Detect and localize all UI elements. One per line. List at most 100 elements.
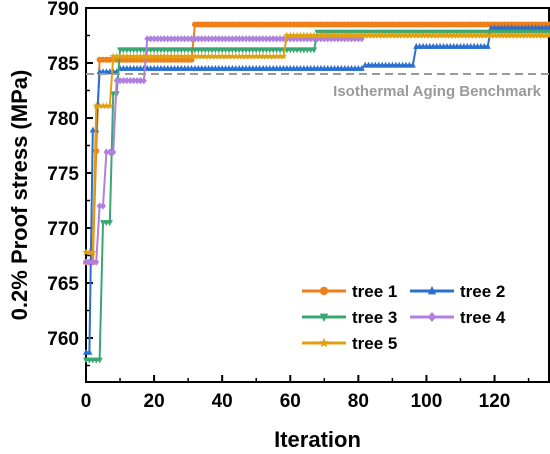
data-point — [144, 35, 151, 43]
data-point — [477, 31, 485, 39]
data-point — [198, 35, 205, 43]
data-point — [161, 35, 168, 43]
legend-item: tree 2 — [410, 282, 505, 301]
legend-label: tree 2 — [460, 282, 505, 301]
data-point — [378, 31, 386, 39]
data-point — [311, 47, 318, 54]
data-point — [289, 31, 298, 39]
data-point — [188, 35, 195, 43]
data-point — [123, 77, 130, 85]
data-point — [473, 31, 482, 39]
data-point — [187, 52, 196, 60]
legend-label: tree 3 — [352, 308, 397, 327]
data-point — [235, 52, 243, 60]
data-point — [487, 31, 495, 39]
data-point — [86, 348, 93, 355]
data-point — [102, 102, 111, 110]
data-point — [171, 35, 178, 43]
data-point — [490, 31, 499, 39]
data-point — [218, 52, 226, 60]
data-point — [535, 31, 543, 39]
data-point — [191, 35, 198, 43]
data-point — [480, 31, 489, 39]
data-point — [432, 31, 441, 39]
data-point — [129, 52, 138, 60]
data-point — [147, 35, 154, 43]
data-point — [106, 102, 114, 110]
data-point — [178, 35, 185, 43]
data-point — [170, 52, 179, 60]
data-point — [119, 52, 128, 60]
data-point — [93, 258, 100, 266]
data-point — [327, 31, 335, 39]
y-tick-label: 770 — [47, 219, 79, 240]
data-point — [541, 31, 550, 39]
data-point — [143, 52, 151, 60]
data-point — [167, 52, 175, 60]
data-point — [375, 31, 383, 39]
data-point — [239, 35, 246, 43]
data-point — [531, 31, 540, 39]
series-line — [86, 26, 549, 354]
data-point — [245, 52, 254, 60]
data-point — [436, 31, 444, 39]
data-point — [208, 35, 215, 43]
data-point — [236, 35, 243, 43]
x-tick-label: 80 — [348, 391, 369, 412]
y-tick-label: 785 — [47, 54, 79, 75]
data-point — [283, 31, 291, 39]
y-axis: 760 765 770 775 780 785 790 — [47, 0, 93, 367]
data-point — [546, 24, 550, 31]
data-point — [201, 52, 209, 60]
data-point — [427, 311, 437, 323]
x-axis-title: Iteration — [274, 427, 361, 452]
data-point — [95, 102, 104, 110]
data-point — [484, 42, 491, 49]
data-point — [422, 31, 431, 39]
data-point — [195, 35, 202, 43]
data-point — [484, 31, 492, 39]
data-point — [232, 35, 239, 43]
x-tick-label: 20 — [144, 391, 165, 412]
data-point — [320, 31, 329, 39]
data-point — [518, 31, 526, 39]
data-point — [330, 31, 339, 39]
data-point — [415, 31, 424, 39]
data-point — [133, 52, 141, 60]
data-point — [174, 35, 181, 43]
data-point — [260, 35, 267, 43]
legend-item: tree 4 — [410, 308, 506, 327]
data-point — [341, 31, 349, 39]
data-point — [371, 31, 380, 39]
data-point — [212, 35, 219, 43]
data-point — [470, 31, 478, 39]
data-point — [146, 52, 155, 60]
data-point — [249, 52, 257, 60]
data-point — [174, 52, 182, 60]
data-point — [113, 77, 120, 85]
data-point — [521, 31, 529, 39]
data-point — [279, 52, 288, 60]
data-point — [507, 31, 516, 39]
data-point — [160, 52, 169, 60]
data-point — [358, 64, 365, 71]
data-point — [545, 31, 550, 39]
data-point — [337, 31, 346, 39]
data-point — [259, 52, 267, 60]
data-point — [266, 52, 274, 60]
legend: tree 1 tree 2 tree 3 tree 4 tree 5 — [302, 282, 506, 353]
data-point — [402, 31, 410, 39]
data-point — [272, 52, 281, 60]
legend-label: tree 4 — [460, 308, 506, 327]
data-point — [317, 31, 325, 39]
data-point — [319, 313, 329, 323]
data-point — [117, 77, 124, 85]
data-point — [222, 35, 229, 43]
data-point — [514, 31, 523, 39]
data-point — [242, 52, 250, 60]
data-point — [246, 35, 253, 43]
data-point — [215, 52, 223, 60]
data-point — [463, 31, 471, 39]
data-point — [270, 35, 277, 43]
